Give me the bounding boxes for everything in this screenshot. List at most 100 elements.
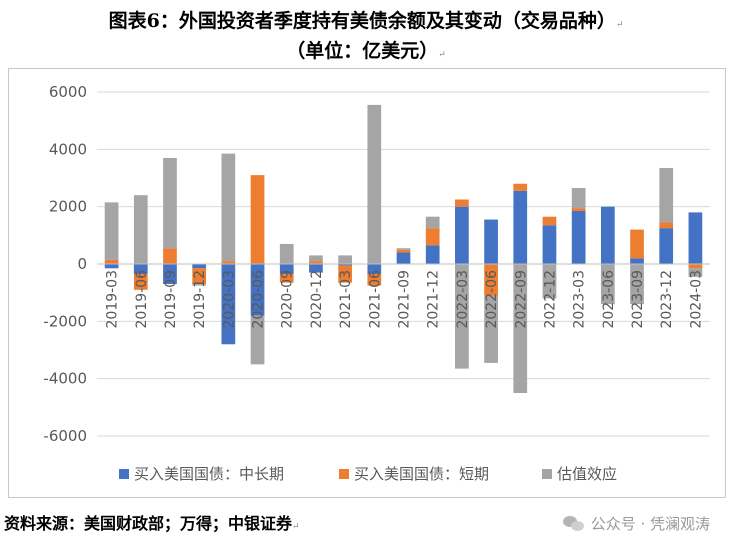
legend-valuation-swatch (542, 469, 552, 479)
bar-valuation (133, 195, 148, 264)
bar-valuation (425, 216, 440, 229)
bar-long-term (659, 228, 674, 264)
y-tick-label: -2000 (43, 312, 87, 330)
bar-short-term (338, 265, 352, 283)
bar-short-term (542, 216, 557, 226)
bar-valuation (571, 188, 586, 209)
watermark: 公众号 · 凭澜观涛 (562, 513, 710, 534)
paragraph-mark: ↵ (615, 20, 624, 30)
bar-short-term (571, 208, 586, 211)
bar-long-term (279, 264, 294, 275)
bar-short-term (133, 274, 148, 290)
x-tick-label: 2022-12 (542, 270, 558, 329)
x-tick-label: 2020-09 (280, 270, 296, 329)
x-tick-label: 2020-03 (221, 270, 237, 329)
x-tick-label: 2023-06 (601, 270, 617, 329)
bar-valuation (163, 157, 177, 249)
x-tick-label: 2020-12 (309, 270, 325, 329)
bar-long-term (484, 219, 498, 264)
bar-short-term (396, 249, 411, 253)
bar-short-term (513, 183, 528, 191)
watermark-text: 公众号 · 凭澜观涛 (590, 515, 710, 533)
bar-valuation (542, 264, 557, 299)
bar-long-term (104, 264, 119, 269)
x-tick-label: 2019-06 (134, 270, 150, 329)
bar-short-term (425, 228, 440, 246)
bar-long-term (309, 264, 323, 273)
x-tick-label: 2022-03 (455, 270, 471, 329)
bar-short-term (192, 268, 207, 285)
bar-long-term (571, 210, 586, 264)
legend-valuation-label: 估值效应 (557, 465, 617, 483)
bar-valuation (221, 153, 236, 262)
bar-valuation (484, 295, 498, 363)
bar-short-term (221, 261, 236, 264)
bar-short-term (104, 259, 119, 264)
bar-valuation (513, 264, 528, 393)
bar-long-term (455, 206, 469, 264)
chart-frame: 6000 4000 2000 0 -2000 -4000 -6000 2019-03 2019-… (8, 68, 726, 498)
bar-short-term (688, 264, 703, 269)
x-tick-label: 2023-03 (572, 270, 588, 329)
legend-short-term-label: 买入美国国债：短期 (354, 465, 489, 483)
bar-valuation (309, 255, 323, 262)
x-tick-label: 2022-06 (484, 270, 500, 329)
x-tick-label: 2023-12 (659, 270, 675, 329)
bar-valuation (250, 315, 265, 365)
x-tick-label: 2021-03 (338, 270, 354, 329)
y-tick-label: -4000 (43, 370, 87, 388)
x-tick-label: 2021-12 (426, 270, 442, 329)
bar-valuation (659, 167, 674, 223)
bar-long-term (192, 264, 207, 269)
bar-long-term (221, 264, 236, 345)
bar-short-term (309, 261, 323, 264)
bar-long-term (396, 252, 411, 264)
chart-title-line2: （单位：亿美元）↵ (286, 40, 446, 62)
legend-long-term-label: 买入美国国债：中长期 (134, 465, 284, 483)
bar-valuation (104, 202, 119, 260)
x-tick-label: 2019-03 (105, 270, 121, 329)
bar-long-term (425, 245, 440, 264)
bar-long-term (163, 264, 177, 285)
x-tick-label: 2023-09 (630, 270, 646, 329)
bar-valuation (688, 268, 703, 277)
bar-valuation (279, 243, 294, 264)
y-tick-label: 2000 (49, 198, 87, 216)
y-tick-label: 6000 (49, 83, 87, 101)
source-note: 资料来源：美国财政部；万得；中银证券↵ (4, 514, 300, 533)
bar-short-term (250, 175, 265, 264)
bar-valuation (600, 264, 615, 305)
bar-valuation (367, 104, 382, 265)
x-tick-label: 2020-06 (251, 270, 267, 329)
bar-long-term (338, 264, 352, 266)
y-tick-label: 0 (77, 255, 87, 273)
bar-valuation (630, 264, 644, 305)
chart-title-line1: 图表6：外国投资者季度持有美债余额及其变动（交易品种）↵ (108, 10, 624, 32)
x-tick-label: 2021-06 (367, 270, 383, 329)
bar-short-term (455, 199, 469, 207)
bar-valuation (192, 284, 207, 286)
x-tick-label: 2019-12 (192, 270, 208, 329)
bar-long-term (250, 264, 265, 316)
x-tick-label: 2024-03 (688, 270, 704, 329)
legend-short-term-swatch (339, 469, 349, 479)
bar-short-term (630, 229, 644, 259)
bar-short-term (659, 222, 674, 229)
bar-long-term (133, 264, 148, 275)
bar-long-term (542, 225, 557, 264)
bar-long-term (367, 264, 382, 275)
bar-valuation (338, 255, 352, 264)
bar-long-term (513, 190, 528, 264)
y-tick-label: 4000 (49, 140, 87, 158)
paragraph-mark: ↵ (292, 522, 300, 532)
y-tick-label: -6000 (43, 427, 87, 445)
stacked-bar-chart: 6000 4000 2000 0 -2000 -4000 -6000 2019-03 2019-… (43, 83, 710, 483)
legend-long-term-swatch (119, 469, 129, 479)
paragraph-mark: ↵ (438, 50, 446, 60)
bar-long-term (688, 212, 703, 264)
wechat-icon (562, 515, 585, 533)
bar-short-term (484, 264, 498, 296)
bar-short-term (163, 248, 177, 264)
bar-short-term (367, 274, 382, 286)
bar-valuation (455, 264, 469, 369)
